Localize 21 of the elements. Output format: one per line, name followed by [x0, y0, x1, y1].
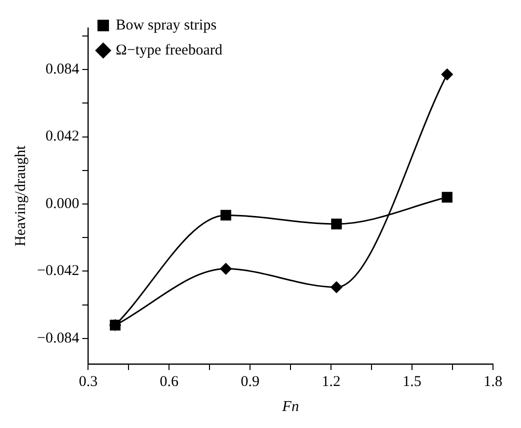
- x-axis-title: Fn: [281, 398, 299, 415]
- legend-label: Ω−type freeboard: [116, 42, 223, 58]
- point: [442, 192, 452, 203]
- y-axis-title: Heaving/draught: [12, 144, 29, 246]
- point: [441, 68, 453, 80]
- point: [220, 263, 232, 275]
- point: [330, 281, 342, 293]
- point: [220, 210, 232, 221]
- x-tick-label: 0.6: [160, 374, 180, 390]
- x-tick-label: 1.2: [322, 374, 340, 390]
- y-tick-label: −0.042: [36, 263, 80, 280]
- y-tick-label: −0.084: [36, 330, 80, 346]
- point: [331, 218, 342, 230]
- y-tick-label: 0.000: [45, 196, 80, 212]
- y-tick-label: 0.042: [45, 128, 80, 145]
- x-tick-label: 1.8: [484, 374, 502, 390]
- x-tick-label: 0.9: [240, 374, 260, 390]
- y-tick-label: 0.084: [45, 62, 80, 78]
- x-tick-label: 0.3: [78, 374, 98, 390]
- legend-label: Bow spray strips: [116, 17, 217, 34]
- x-tick-label: 1.5: [402, 374, 422, 390]
